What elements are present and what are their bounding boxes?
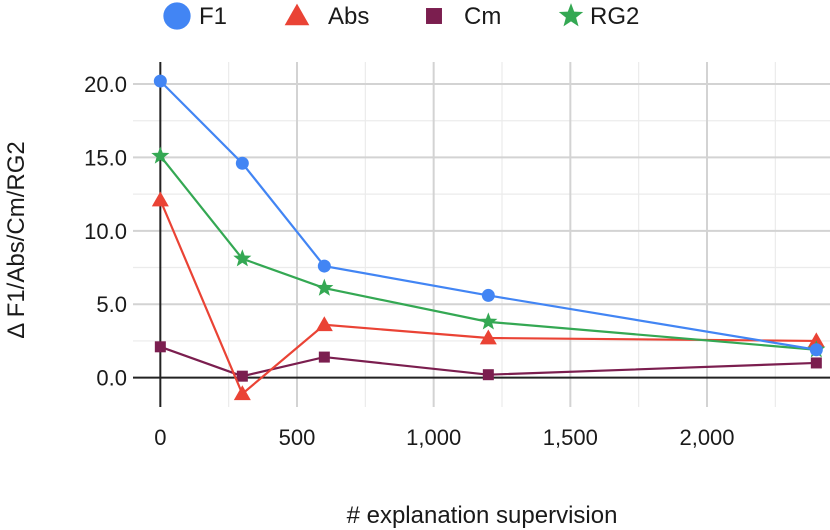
legend-label-f1: F1: [199, 3, 227, 30]
data-point-cm: [154, 341, 166, 353]
legend-item-f1: F1: [163, 2, 227, 30]
series-rg2: [151, 146, 826, 358]
data-point-f1: [235, 156, 249, 170]
data-point-abs: [807, 332, 825, 348]
legend-marker-abs: [284, 3, 310, 26]
y-axis-title: Δ F1/Abs/Cm/RG2: [3, 141, 30, 338]
data-point-cm: [236, 370, 248, 382]
x-tick-label: 1,500: [543, 425, 598, 450]
data-point-cm: [318, 351, 330, 363]
data-point-rg2: [315, 278, 334, 296]
data-point-abs: [233, 385, 251, 401]
data-point-abs: [479, 329, 497, 345]
data-point-f1: [481, 288, 495, 302]
data-point-cm: [810, 357, 822, 369]
legend-label-cm: Cm: [464, 3, 501, 30]
data-point-f1: [809, 343, 823, 357]
y-tick-label: 5.0: [96, 292, 127, 317]
series-f1: [153, 74, 823, 357]
data-point-cm: [482, 369, 494, 381]
data-point-rg2: [479, 312, 498, 330]
series-abs: [151, 191, 825, 401]
legend-marker-rg2: [558, 3, 584, 27]
legend-item-rg2: RG2: [558, 3, 639, 30]
y-tick-label: 10.0: [84, 219, 127, 244]
x-axis-title: # explanation supervision: [347, 502, 618, 529]
legend: F1 Abs Cm RG2: [163, 2, 639, 30]
data-point-abs: [151, 191, 169, 207]
x-tick-label: 2,000: [679, 425, 734, 450]
x-tick-label: 0: [154, 425, 166, 450]
y-tick-label: 20.0: [84, 72, 127, 97]
data-point-f1: [317, 259, 331, 273]
data-point-abs: [315, 316, 333, 332]
legend-label-abs: Abs: [328, 3, 369, 30]
y-tick-label: 15.0: [84, 145, 127, 170]
data-point-rg2: [151, 146, 170, 164]
axes: [133, 62, 830, 407]
y-tick-label: 0.0: [96, 366, 127, 391]
series-line-f1: [159, 80, 817, 351]
tick-labels: 0.0 5.0 10.0 15.0 20.0 0 500 1,000 1,500 2,000: [84, 72, 734, 450]
legend-item-cm: Cm: [426, 3, 501, 30]
series-layer: [151, 74, 826, 401]
x-tick-label: 500: [279, 425, 316, 450]
series-cm: [154, 341, 822, 382]
legend-item-abs: Abs: [284, 3, 369, 30]
legend-label-rg2: RG2: [590, 3, 639, 30]
legend-marker-f1: [163, 2, 191, 30]
x-tick-label: 1,000: [406, 425, 461, 450]
grid: [133, 62, 830, 407]
legend-marker-cm: [426, 8, 442, 24]
data-point-rg2: [233, 249, 252, 267]
data-point-f1: [153, 74, 167, 88]
